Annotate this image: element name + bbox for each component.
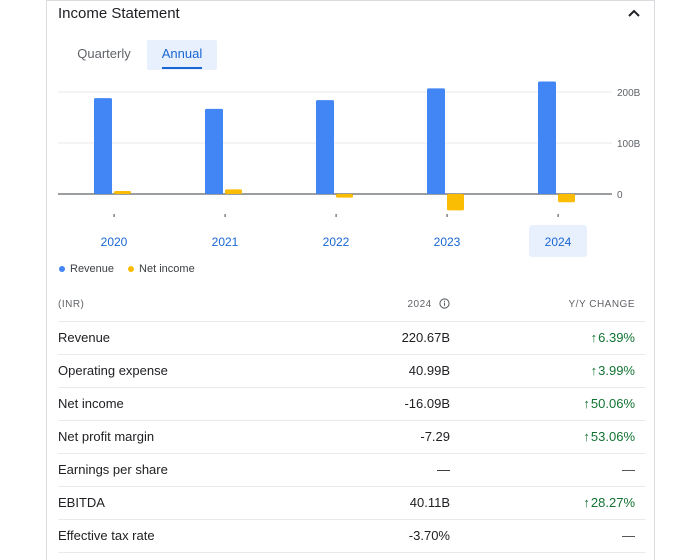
row-change-value: — (622, 462, 635, 477)
revenue-bar (427, 88, 445, 194)
y-tick-label: 200B (617, 88, 641, 99)
x-tick-label: 2022 (323, 235, 350, 249)
header-currency: (INR) (58, 299, 85, 310)
row-change: ↑28.27% (583, 487, 635, 519)
y-tick-label: 0 (617, 190, 623, 201)
row-value: -3.70% (408, 528, 450, 543)
legend-item-revenue: Revenue (59, 263, 114, 275)
row-change: ↑53.06% (583, 421, 635, 453)
row-label: EBITDA (58, 495, 105, 510)
legend-item-net-income: Net income (128, 263, 195, 275)
net-income-bar (558, 194, 575, 203)
row-label: Effective tax rate (58, 528, 155, 543)
row-change-value: 6.39% (598, 330, 635, 345)
tab-annual[interactable]: Annual (147, 40, 217, 70)
table-row: Operating expense 40.99B ↑3.99% (58, 355, 645, 388)
income-chart: 200B 100B 0 2020 2021 2022 2023 2024 (58, 81, 641, 257)
revenue-bar (316, 100, 334, 194)
table-row: Net profit margin -7.29 ↑53.06% (58, 421, 645, 454)
chevron-up-icon (628, 9, 640, 17)
x-tick (557, 214, 559, 217)
table-row: Revenue 220.67B ↑6.39% (58, 322, 645, 355)
row-label: Revenue (58, 330, 111, 345)
revenue-bar (94, 98, 112, 194)
legend-net-income-dot (128, 266, 135, 272)
active-tab-underline (162, 67, 202, 69)
row-label: Earnings per share (58, 462, 168, 477)
row-change: ↑3.99% (591, 355, 635, 387)
row-change-value: 28.27% (590, 495, 635, 510)
row-change-value: 53.06% (590, 429, 635, 444)
table-row: EBITDA 40.11B ↑28.27% (58, 487, 645, 520)
x-tick-label: 2023 (434, 235, 461, 249)
row-change: — (622, 520, 635, 552)
x-tick-label: 2024 (545, 235, 572, 249)
x-tick (113, 214, 115, 217)
header-year: 2024 (407, 288, 450, 322)
y-tick-label: 100B (617, 139, 641, 150)
row-change-value: 50.06% (590, 396, 635, 411)
row-value: 40.11B (409, 495, 450, 510)
row-change-value: — (622, 528, 635, 543)
header-change: Y/Y CHANGE (568, 299, 635, 310)
tab-quarterly-label: Quarterly (77, 46, 131, 61)
net-income-bar (114, 190, 131, 194)
info-icon[interactable] (439, 298, 450, 309)
row-change-value: 3.99% (598, 363, 635, 378)
net-income-bar (336, 194, 353, 198)
row-change: ↑6.39% (591, 322, 635, 354)
row-label: Net income (58, 396, 124, 411)
tab-quarterly[interactable]: Quarterly (63, 40, 145, 70)
arrow-up-icon: ↑ (583, 495, 590, 510)
chart-legend: Revenue Net income (59, 263, 195, 275)
x-tick-label: 2020 (101, 235, 128, 249)
x-tick-label: 2021 (212, 235, 239, 249)
table-row: Net income -16.09B ↑50.06% (58, 388, 645, 421)
card-top-border (47, 0, 654, 1)
row-change: ↑50.06% (583, 388, 635, 420)
selected-year-highlight (529, 225, 587, 257)
tab-annual-label: Annual (161, 46, 203, 61)
row-value: -16.09B (404, 396, 450, 411)
table-row: Effective tax rate -3.70% — (58, 520, 645, 553)
table-row: Earnings per share — — (58, 454, 645, 487)
revenue-bar (538, 81, 556, 194)
legend-revenue-label: Revenue (70, 263, 115, 275)
net-income-bar (225, 189, 242, 194)
row-label: Operating expense (58, 363, 168, 378)
x-tick (446, 214, 448, 217)
arrow-up-icon: ↑ (590, 363, 598, 378)
table-header-row: (INR) 2024 Y/Y CHANGE (58, 288, 645, 322)
row-value: 220.67B (401, 330, 450, 345)
arrow-up-icon: ↑ (590, 330, 598, 345)
arrow-up-icon: ↑ (583, 396, 590, 411)
row-value: — (437, 462, 450, 477)
legend-net-income-label: Net income (139, 263, 195, 275)
income-table: (INR) 2024 Y/Y CHANGE Revenue 220.67B ↑6.3… (58, 288, 645, 553)
collapse-button[interactable] (625, 4, 643, 22)
revenue-bar (205, 108, 223, 194)
arrow-up-icon: ↑ (583, 429, 590, 444)
card-title: Income Statement (58, 5, 180, 22)
x-tick (224, 214, 226, 217)
net-income-bar (447, 194, 464, 211)
header-year-label: 2024 (407, 299, 432, 310)
row-value: -7.29 (420, 429, 450, 444)
x-tick (335, 214, 337, 217)
row-change: — (622, 454, 635, 486)
row-label: Net profit margin (58, 429, 155, 444)
row-value: 40.99B (408, 363, 450, 378)
legend-revenue-dot (59, 266, 65, 272)
income-statement-card: Income Statement Quarterly Annual 200B 10… (46, 0, 655, 560)
